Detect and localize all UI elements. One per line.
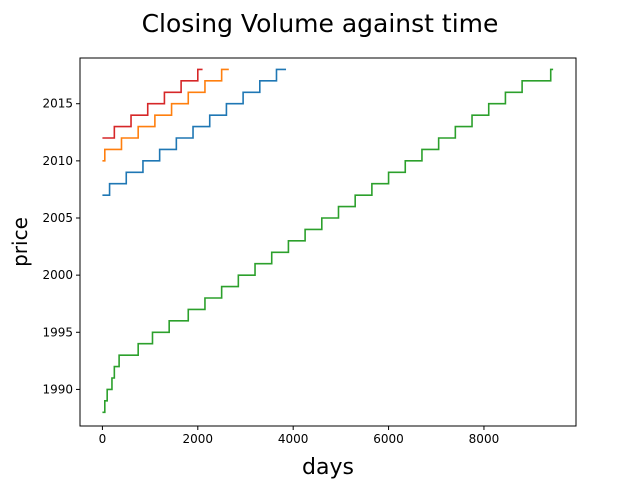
x-tick-label: 2000	[183, 432, 214, 446]
series-line-1	[102, 68, 203, 139]
x-tick-label: 4000	[278, 432, 309, 446]
x-tick-label: 8000	[469, 432, 500, 446]
y-tick-label: 1990	[42, 382, 73, 396]
series-line-4	[102, 68, 554, 414]
y-tick-label: 1995	[42, 325, 73, 339]
y-axis-label: price	[8, 217, 32, 267]
y-tick-label: 2010	[42, 154, 73, 168]
series-line-3	[102, 68, 287, 196]
series-layer	[102, 68, 554, 414]
y-axis: 1990 1995 2000 2005 2010 2015	[42, 97, 80, 396]
x-axis: 0 2000 4000 6000 8000	[99, 426, 500, 446]
series-line-2	[102, 68, 229, 162]
x-tick-label: 6000	[373, 432, 404, 446]
x-tick-label: 0	[99, 432, 107, 446]
y-tick-label: 2015	[42, 97, 73, 111]
y-tick-label: 2005	[42, 211, 73, 225]
y-tick-label: 2000	[42, 268, 73, 282]
x-axis-label: days	[302, 455, 354, 480]
plot-frame	[79, 57, 577, 427]
chart-title: Closing Volume against time	[142, 9, 499, 38]
